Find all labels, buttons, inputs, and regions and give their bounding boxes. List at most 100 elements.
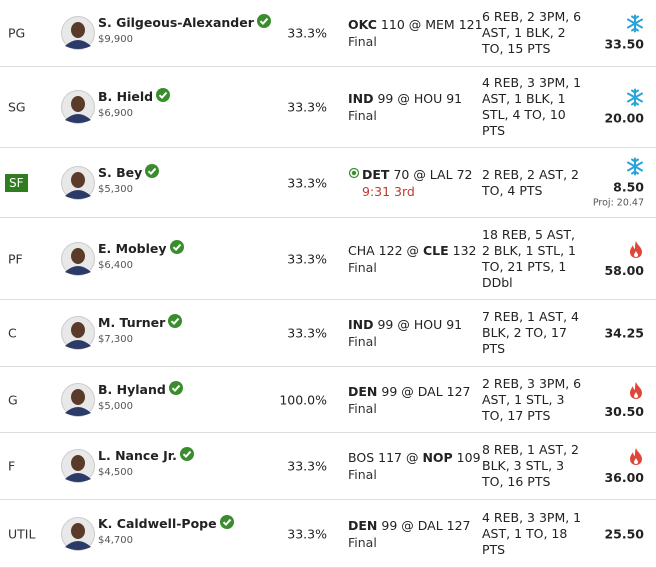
- player-name-text: K. Caldwell-Pope: [98, 515, 217, 531]
- game: IND 99 @ HOU 91 Final: [348, 316, 462, 350]
- live-indicator: [348, 167, 360, 182]
- game-status: Final: [348, 400, 377, 416]
- game-score: DET 70 @ LAL 72: [348, 166, 472, 183]
- stat-line: 4 REB, 3 3PM, 1 AST, 1 BLK, 1 STL, 4 TO,…: [482, 75, 582, 138]
- home-score: 109: [456, 450, 481, 465]
- game-status: 9:31 3rd: [362, 183, 415, 199]
- player-name: E. Mobley: [98, 239, 184, 257]
- player-avatar-svg: [61, 382, 95, 417]
- home-team: LAL: [429, 166, 453, 182]
- position: SF: [5, 173, 28, 192]
- verified-check-svg: [169, 239, 184, 254]
- points-cell: 36.00: [604, 447, 644, 485]
- game: CHA 122 @ CLE 132 Final: [348, 242, 477, 276]
- verified-check-svg: [156, 88, 171, 102]
- ownership: 33.3%: [287, 99, 327, 115]
- verified-check: [169, 239, 184, 257]
- home-team: MEM: [425, 17, 455, 32]
- salary: $5,300: [98, 183, 133, 195]
- player-name: M. Turner: [98, 314, 183, 331]
- home-team: HOU: [413, 317, 443, 332]
- position: G: [8, 392, 18, 407]
- game: DEN 99 @ DAL 127 Final: [348, 517, 471, 551]
- stat-line: 4 REB, 3 3PM, 1 AST, 1 TO, 18 PTS: [482, 509, 582, 557]
- player-avatar: [61, 16, 95, 54]
- game-score: OKC 110 @ MEM 121: [348, 17, 483, 32]
- player-name-text: B. Hyland: [98, 381, 166, 397]
- fantasy-points: 58.00: [604, 262, 644, 278]
- fantasy-points: 34.25: [604, 325, 644, 341]
- away-score: 70: [393, 166, 410, 182]
- ownership: 33.3%: [287, 251, 327, 266]
- player-avatar: [61, 241, 95, 280]
- game-status: Final: [348, 467, 377, 482]
- salary: $9,900: [98, 34, 133, 45]
- game: DET 70 @ LAL 72 9:31 3rd: [348, 166, 472, 200]
- hot-icon-svg: [630, 381, 642, 399]
- verified-check-svg: [179, 447, 194, 461]
- player-avatar-svg: [61, 449, 95, 483]
- away-team: CHA: [348, 242, 375, 258]
- verified-check-svg: [168, 314, 183, 328]
- home-score: 127: [446, 517, 471, 533]
- salary: $6,400: [98, 259, 133, 271]
- points-cell: 20.00: [604, 88, 644, 126]
- live-indicator-svg: [348, 167, 360, 178]
- cold-icon: [626, 88, 644, 111]
- home-score: 127: [446, 383, 471, 399]
- away-team: DEN: [348, 517, 378, 533]
- game-score: IND 99 @ HOU 91: [348, 91, 463, 106]
- ownership: 33.3%: [287, 25, 327, 41]
- player-name-text: M. Turner: [98, 315, 166, 330]
- away-team: DET: [362, 166, 390, 182]
- game: BOS 117 @ NOP 109 Final: [348, 449, 481, 483]
- lineup-row: PG S. Gilgeous-Alexander $9,900 33.3% OKC 11…: [0, 0, 656, 67]
- player-avatar-svg: [61, 516, 95, 551]
- player-name: S. Gilgeous-Alexander: [98, 14, 271, 31]
- points-cell: 34.25: [604, 326, 644, 341]
- verified-check-svg: [168, 380, 183, 395]
- away-score: 99: [377, 91, 394, 106]
- position: C: [8, 325, 17, 341]
- hot-icon: [628, 447, 644, 470]
- fantasy-points: 8.50: [613, 179, 644, 194]
- lineup-row: G B. Hyland $5,000 100.0% DEN 99 @ DAL 127 Fi…: [0, 367, 656, 433]
- home-team: CLE: [422, 242, 449, 258]
- away-team: DEN: [348, 383, 378, 399]
- home-score: 91: [446, 317, 463, 332]
- stat-line: 2 REB, 2 AST, 2 TO, 4 PTS: [482, 166, 579, 198]
- fantasy-points: 33.50: [604, 36, 644, 52]
- home-team: DAL: [417, 383, 443, 399]
- points-cell: 33.50: [604, 14, 644, 52]
- verified-check: [256, 14, 271, 31]
- lineup-row: UTIL K. Caldwell-Pope $4,700 33.3% DEN 99 @ …: [0, 500, 656, 568]
- ownership: 33.3%: [287, 325, 327, 341]
- home-team: HOU: [413, 91, 443, 106]
- player-name: K. Caldwell-Pope: [98, 514, 234, 532]
- ownership: 33.3%: [287, 175, 327, 190]
- player-avatar-svg: [61, 165, 95, 200]
- cold-icon: [626, 157, 644, 179]
- player-name: S. Bey: [98, 163, 160, 181]
- salary: $6,900: [98, 108, 133, 119]
- player-name: B. Hield: [98, 88, 171, 105]
- player-avatar-svg: [61, 316, 95, 350]
- game-status: Final: [348, 534, 377, 550]
- hot-icon-svg: [630, 448, 642, 465]
- points-cell: 8.50 Proj: 20.47: [593, 157, 644, 208]
- player-name-text: B. Hield: [98, 89, 154, 104]
- player-name-text: S. Gilgeous-Alexander: [98, 15, 254, 30]
- verified-check-svg: [219, 514, 234, 529]
- position: PG: [8, 25, 26, 41]
- player-avatar-svg: [61, 16, 95, 50]
- player-avatar: [61, 165, 95, 204]
- away-score: 122: [378, 242, 403, 258]
- game-status: Final: [348, 259, 377, 275]
- away-team: IND: [348, 317, 374, 332]
- player-avatar-svg: [61, 90, 95, 124]
- lineup-row: F L. Nance Jr. $4,500 33.3% BOS 117 @ NOP 10…: [0, 433, 656, 500]
- stat-line: 7 REB, 1 AST, 4 BLK, 2 TO, 17 PTS: [482, 309, 579, 356]
- stat-line: 2 REB, 3 3PM, 6 AST, 1 STL, 3 TO, 17 PTS: [482, 375, 582, 423]
- salary: $4,500: [98, 467, 133, 478]
- verified-check: [168, 380, 183, 398]
